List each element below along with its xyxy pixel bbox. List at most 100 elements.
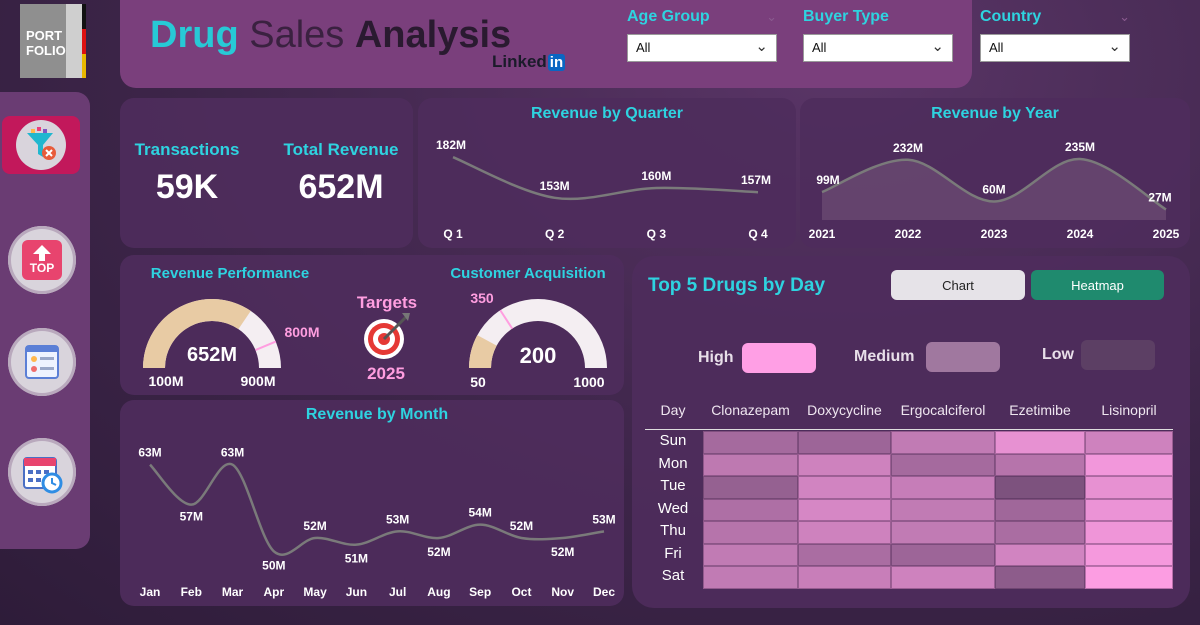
total-revenue-label: Total Revenue xyxy=(283,140,399,159)
heatmap-cell[interactable] xyxy=(891,476,995,499)
sidebar-filter-button[interactable] xyxy=(2,116,80,174)
sidebar-customers-button[interactable] xyxy=(8,328,76,396)
chevron-down-icon: ⌄ xyxy=(755,38,768,55)
chart-toggle-button[interactable]: Chart xyxy=(891,270,1025,300)
heatmap-cell[interactable] xyxy=(995,521,1085,544)
sidebar: TOP xyxy=(0,92,90,549)
quarter-tick-label: Q 3 xyxy=(647,227,667,241)
month-tick-label: Jul xyxy=(389,585,406,599)
buyer-type-select[interactable]: All ⌄ xyxy=(803,34,953,62)
year-data-label: 232M xyxy=(893,141,923,155)
heatmap-cell[interactable] xyxy=(891,566,995,589)
heatmap-cell[interactable] xyxy=(703,521,798,544)
heatmap-cell[interactable] xyxy=(703,498,798,521)
title-word-2: Sales xyxy=(249,14,345,56)
transactions-label: Transactions xyxy=(134,140,240,159)
month-data-label: 50M xyxy=(262,558,285,572)
targets-label: Targets xyxy=(357,293,417,312)
heatmap-cell[interactable] xyxy=(1085,543,1173,566)
age-group-select[interactable]: All ⌄ xyxy=(627,34,777,62)
filter-age-group-label: Age Group xyxy=(627,8,710,25)
quarter-tick-label: Q 4 xyxy=(748,227,768,241)
heatmap-cell[interactable] xyxy=(703,543,798,566)
heatmap-cell[interactable] xyxy=(798,476,891,499)
heatmap-cell[interactable] xyxy=(995,543,1085,566)
heatmap-cell[interactable] xyxy=(798,543,891,566)
heatmap-cell[interactable] xyxy=(995,476,1085,499)
acquisition-gauge-fill xyxy=(469,335,497,369)
heatmap-cell[interactable] xyxy=(891,521,995,544)
sidebar-top-button[interactable]: TOP xyxy=(8,226,76,294)
month-tick-label: Jun xyxy=(346,585,367,599)
customer-acquisition-title: Customer Acquisition xyxy=(450,265,606,282)
year-series-line xyxy=(821,157,1167,211)
revenue-gauge-target: 800M xyxy=(284,324,319,340)
collapse-chevron-icon[interactable]: ⌄ xyxy=(1119,10,1130,25)
month-tick-label: Sep xyxy=(469,585,491,599)
country-value: All xyxy=(989,40,1004,55)
heatmap-day-label: Sat xyxy=(661,567,685,584)
heatmap-cell[interactable] xyxy=(798,521,891,544)
revenue-target-marker xyxy=(255,340,277,351)
acquisition-gauge-target: 350 xyxy=(470,290,494,306)
heatmap-day-label: Mon xyxy=(658,454,688,472)
heatmap-cell[interactable] xyxy=(703,453,798,476)
legend-high-swatch xyxy=(742,343,816,373)
month-data-label: 51M xyxy=(345,552,368,566)
heatmap-cell[interactable] xyxy=(1085,521,1173,544)
legend-low-swatch xyxy=(1081,340,1155,370)
acquisition-gauge-min: 50 xyxy=(470,374,486,390)
heatmap-cell[interactable] xyxy=(1085,453,1173,476)
heatmap-cell[interactable] xyxy=(995,453,1085,476)
age-group-value: All xyxy=(636,40,651,55)
heatmap-cell[interactable] xyxy=(891,453,995,476)
revenue-by-year-panel: Revenue by Year 99M 2021 232M 2022 60M 2023 23… xyxy=(800,98,1190,248)
header-bar: Drug Sales Analysis Linked in Age Group ⌄… xyxy=(120,0,1130,88)
year-data-label: 235M xyxy=(1065,140,1095,154)
heatmap-cell[interactable] xyxy=(891,498,995,521)
quarter-tick-label: Q 1 xyxy=(443,227,463,241)
heatmap-cell[interactable] xyxy=(798,453,891,476)
revenue-gauge-value: 652M xyxy=(187,344,237,366)
linkedin-badge: in xyxy=(547,54,566,71)
filter-buyer-type-label: Buyer Type xyxy=(803,8,889,25)
month-data-label: 52M xyxy=(510,519,533,533)
filter-age-group: Age Group ⌄ All ⌄ xyxy=(627,8,777,62)
heatmap-day-label: Wed xyxy=(657,499,689,517)
heatmap-cell[interactable] xyxy=(891,431,995,454)
heatmap-cell[interactable] xyxy=(703,476,798,499)
heatmap-cell[interactable] xyxy=(1085,431,1173,454)
year-series-area xyxy=(822,159,1166,220)
heatmap-cell[interactable] xyxy=(703,566,798,589)
heatmap-cell[interactable] xyxy=(995,498,1085,521)
year-chart-title: Revenue by Year xyxy=(931,105,1059,122)
month-tick-label: Mar xyxy=(222,585,244,599)
heatmap-column-header: Ergocalciferol xyxy=(900,402,986,418)
sidebar-calendar-button[interactable] xyxy=(8,438,76,506)
legend-medium-label: Medium xyxy=(854,348,915,365)
heatmap-cell[interactable] xyxy=(995,431,1085,454)
heatmap-cell[interactable] xyxy=(798,498,891,521)
legend-medium-swatch xyxy=(926,342,1000,372)
year-tick-label: 2022 xyxy=(895,227,922,241)
linkedin-text: Linked xyxy=(492,52,547,71)
linkedin-logo[interactable]: Linked in xyxy=(492,52,566,72)
year-data-label: 60M xyxy=(982,182,1005,196)
target-dart-icon xyxy=(364,313,410,359)
collapse-chevron-icon[interactable]: ⌄ xyxy=(766,10,777,25)
heatmap-cell[interactable] xyxy=(798,566,891,589)
gauges-panel: Revenue Performance Customer Acquisition… xyxy=(120,255,624,395)
portfolio-logo: PORT FOLIO xyxy=(20,4,90,78)
heatmap-cell[interactable] xyxy=(1085,476,1173,499)
month-tick-label: May xyxy=(303,585,327,599)
heatmap-cell[interactable] xyxy=(995,566,1085,589)
heatmap-cell[interactable] xyxy=(703,431,798,454)
heatmap-column-header: Clonazepam xyxy=(711,402,790,418)
heatmap-toggle-button[interactable]: Heatmap xyxy=(1031,270,1164,300)
country-select[interactable]: All ⌄ xyxy=(980,34,1130,62)
heatmap-cell[interactable] xyxy=(1085,566,1173,589)
heatmap-cell[interactable] xyxy=(1085,498,1173,521)
heatmap-cell[interactable] xyxy=(798,431,891,454)
heatmap-cell[interactable] xyxy=(891,543,995,566)
targets-year: 2025 xyxy=(367,364,405,383)
